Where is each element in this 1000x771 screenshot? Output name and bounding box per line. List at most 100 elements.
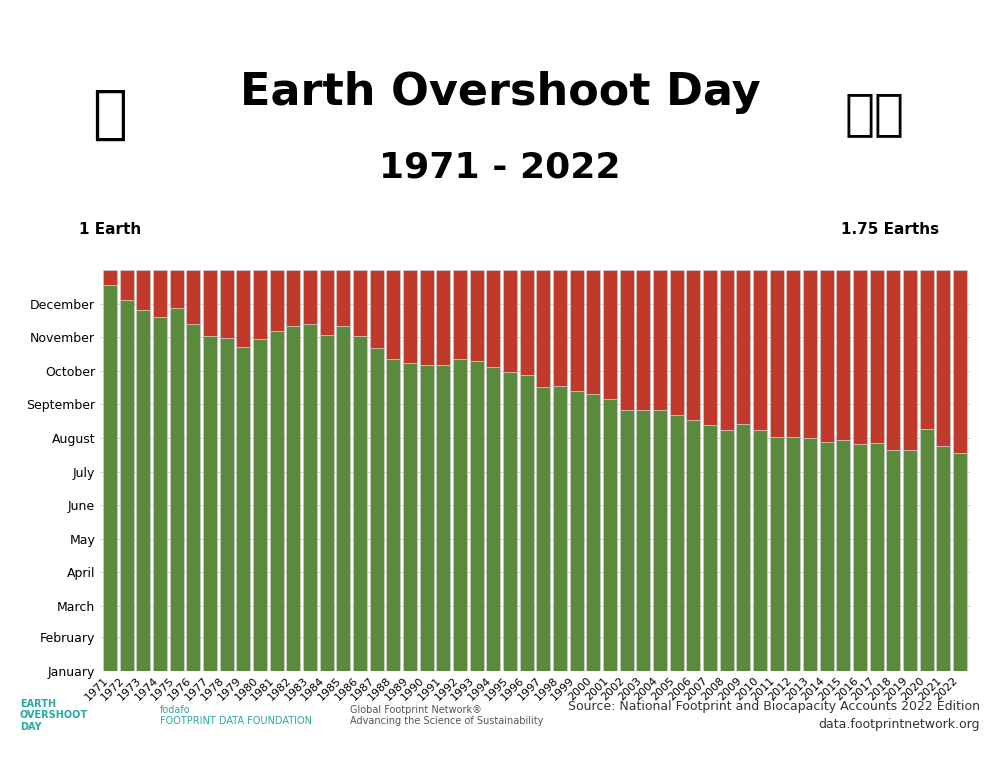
Bar [870, 443, 884, 671]
Bar [903, 270, 917, 450]
Bar [403, 363, 417, 671]
Bar [353, 335, 367, 671]
Bar [453, 359, 467, 671]
Bar [570, 270, 584, 391]
Bar [320, 335, 334, 671]
Bar [620, 410, 634, 671]
Bar [770, 437, 784, 671]
Bar [253, 339, 267, 671]
Bar [720, 270, 734, 430]
Bar [136, 311, 150, 671]
Bar [886, 270, 900, 450]
Bar [420, 270, 434, 365]
Text: 🌍🌍: 🌍🌍 [845, 90, 905, 138]
Bar [436, 365, 450, 671]
Bar [653, 410, 667, 671]
Bar [403, 270, 417, 363]
Bar [253, 270, 267, 339]
Bar [103, 270, 117, 285]
Bar [736, 423, 750, 671]
Bar [686, 270, 700, 420]
Bar [386, 270, 400, 359]
Bar [870, 270, 884, 443]
Bar [536, 387, 550, 671]
Bar [286, 326, 300, 671]
Bar [203, 335, 217, 671]
Bar [170, 270, 184, 308]
Bar [886, 450, 900, 671]
Bar [586, 270, 600, 394]
Bar [736, 270, 750, 423]
Bar [220, 338, 234, 671]
Bar [236, 270, 250, 347]
Text: EARTH
OVERSHOOT
DAY: EARTH OVERSHOOT DAY [20, 699, 88, 732]
Bar [170, 308, 184, 671]
Bar [420, 365, 434, 671]
Bar [120, 270, 134, 299]
Bar [470, 361, 484, 671]
Bar [603, 270, 617, 399]
Bar [203, 270, 217, 335]
Bar [336, 326, 350, 671]
Bar [803, 270, 817, 438]
Bar [553, 270, 567, 386]
Bar [903, 450, 917, 671]
Bar [503, 372, 517, 671]
Bar [386, 359, 400, 671]
Bar [520, 375, 534, 671]
Bar [120, 299, 134, 671]
Bar [703, 270, 717, 425]
Bar [953, 453, 967, 671]
Bar [453, 270, 467, 359]
Bar [270, 332, 284, 671]
Bar [803, 438, 817, 671]
Bar [820, 270, 834, 443]
Bar [236, 347, 250, 671]
Bar [620, 270, 634, 410]
Bar [603, 399, 617, 671]
Bar [820, 443, 834, 671]
Bar [686, 420, 700, 671]
Bar [286, 270, 300, 326]
Bar [486, 270, 500, 366]
Bar [753, 270, 767, 430]
Text: fodafo
FOOTPRINT DATA FOUNDATION: fodafo FOOTPRINT DATA FOUNDATION [160, 705, 312, 726]
Bar [753, 430, 767, 671]
Bar [920, 270, 934, 429]
Bar [353, 270, 367, 335]
Bar [153, 317, 167, 671]
Text: 1 Earth: 1 Earth [79, 222, 141, 237]
Bar [936, 270, 950, 446]
Bar [636, 410, 650, 671]
Bar [186, 324, 200, 671]
Text: 1971 - 2022: 1971 - 2022 [379, 151, 621, 185]
Bar [586, 394, 600, 671]
Bar [103, 285, 117, 671]
Bar [320, 270, 334, 335]
Text: Global Footprint Network®
Advancing the Science of Sustainability: Global Footprint Network® Advancing the … [350, 705, 543, 726]
Bar [836, 270, 850, 440]
Bar [370, 270, 384, 348]
Text: Source: National Footprint and Biocapacity Accounts 2022 Edition
data.footprintn: Source: National Footprint and Biocapaci… [568, 700, 980, 731]
Bar [636, 270, 650, 410]
Bar [953, 270, 967, 453]
Bar [920, 429, 934, 671]
Bar [653, 270, 667, 410]
Bar [503, 270, 517, 372]
Bar [520, 270, 534, 375]
Bar [853, 445, 867, 671]
Bar [786, 437, 800, 671]
Bar [670, 270, 684, 415]
Bar [836, 440, 850, 671]
Bar [303, 270, 317, 324]
Bar [486, 366, 500, 671]
Bar [220, 270, 234, 338]
Bar [336, 270, 350, 326]
Bar [670, 415, 684, 671]
Bar [303, 324, 317, 671]
Bar [553, 386, 567, 671]
Bar [720, 430, 734, 671]
Bar [436, 270, 450, 365]
Bar [786, 270, 800, 437]
Bar [136, 270, 150, 311]
